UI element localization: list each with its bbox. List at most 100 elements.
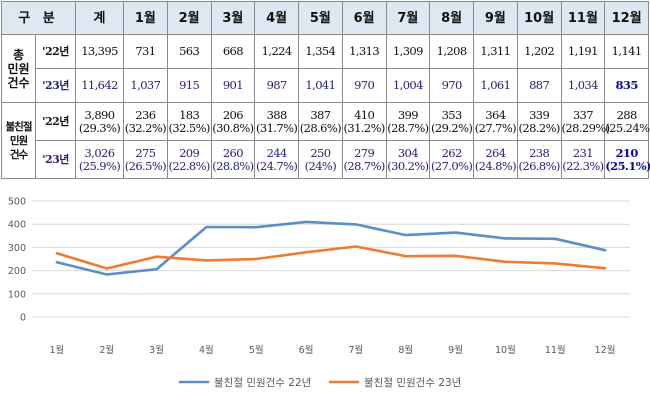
cell: 1,202 [516,34,562,69]
x-tick-label: 4월 [199,344,214,356]
legend-label: 불친절 민원건수 22년 [214,376,311,389]
data-point [404,234,407,236]
data-point [205,259,208,262]
cell: 970 [429,68,475,103]
cell: 563 [166,34,212,69]
y-tick-label: 400 [8,220,26,231]
cell: 987 [254,68,300,103]
data-point [454,231,457,234]
header-category: 구 분 [0,1,77,35]
cell: 1,037 [123,68,168,103]
x-tick-label: 9월 [448,344,463,356]
data-point [404,255,407,258]
data-point [155,268,158,271]
data-point [504,237,507,240]
x-tick-label: 5월 [249,344,264,356]
cell: 887 [516,68,562,103]
complaints-table: 구 분 계 1월 2월 3월 4월 5월 6월 7월 8월 9월 10월 11월… [0,1,650,179]
x-tick-label: 1월 [50,344,65,356]
header-month: 9월 [473,1,518,35]
cell: 731 [123,34,168,69]
header-month: 7월 [385,1,431,35]
header-month: 5월 [298,1,343,35]
series-line-1 [55,220,607,276]
cell: 387 (28.6%) [298,102,343,141]
cell: 1,208 [429,34,475,69]
cell: 1,034 [560,68,606,103]
data-point [554,238,557,240]
year-label: '23년 [34,140,77,179]
data-point [205,226,208,228]
header-total: 계 [75,1,125,35]
cell: 1,354 [298,34,343,69]
data-point [355,245,357,248]
cell: 835 [604,68,650,103]
cell: 244 (24.7%) [254,140,300,179]
x-tick-label: 8월 [398,344,413,356]
cell: 388 (31.7%) [254,102,300,141]
cell: 399 (28.7%) [385,102,431,141]
data-point [504,260,507,263]
header-month: 12월 [604,1,650,35]
y-tick-label: 300 [8,243,26,254]
data-point [454,254,457,257]
cell: 1,311 [473,34,518,69]
cell: 206 (30.8%) [210,102,256,141]
legend-label: 불친절 민원건수 23년 [364,376,461,389]
unkind-22-row: 불친절 민원 건수 '22년 3,890 (29.3%) 236 (32.2%) 183… [1,102,650,179]
cell-total: 3,890 (29.3%) [75,102,125,141]
header-month: 8월 [429,1,475,35]
cell: 238 (26.8%) [516,140,562,179]
table-header-row: 구 분 계 1월 2월 3월 4월 5월 6월 7월 8월 9월 10월 11월… [0,1,650,35]
cell: 210 (25.1%) [604,140,650,179]
unkind-complaints-label: 불친절 민원 건수 [1,102,36,179]
header-month: 3월 [210,1,256,35]
cell: 339 (28.2%) [516,102,562,141]
x-tick-label: 7월 [349,344,364,356]
header-month: 2월 [166,1,212,35]
y-tick-label: 0 [20,313,26,324]
cell-total: 13,395 [75,34,125,69]
data-point [105,267,108,270]
cell: 250 (24%) [298,140,343,179]
x-tick-label: 6월 [299,344,314,356]
data-point [255,226,258,229]
data-point [355,223,357,226]
header-month: 4월 [254,1,300,35]
header-month: 1월 [123,1,168,35]
x-tick-label: 11월 [545,344,566,356]
cell: 901 [210,68,256,103]
x-tick-label: 10월 [495,344,516,356]
header-month: 10월 [516,1,562,35]
data-point [155,255,158,258]
x-tick-label: 12월 [595,344,616,356]
cell: 183 (32.5%) [166,102,212,141]
data-point [305,221,307,223]
cell: 275 (26.5%) [123,140,168,179]
header-month: 11월 [560,1,606,35]
cell-total: 3,026 (25.9%) [75,140,125,179]
data-point [56,252,58,254]
cell: 262 (27.0%) [429,140,475,179]
unkind-23-row: '23년 3,026 (25.9%) 275 (26.5%) 209 (22.8%) 260… [2,140,650,179]
series-line-2 [55,245,607,270]
cell: 915 [166,68,212,103]
total-22-row: 총 민원 건수 '22년 13,395 731 563 668 1,224 1,… [1,34,650,103]
x-tick-label: 2월 [99,344,114,356]
cell: 337 (28.29%) [560,102,610,141]
cell: 1,224 [254,34,300,69]
data-point [56,261,58,264]
data-point [255,258,258,260]
y-tick-label: 100 [8,289,26,300]
cell: 236 (32.2%) [123,102,168,141]
cell: 1,004 [385,68,431,103]
year-label: '22년 [34,102,77,141]
cell: 260 (28.8%) [210,140,256,179]
cell: 1,061 [473,68,518,103]
total-complaints-label: 총 민원 건수 [1,34,36,103]
y-tick-label: 500 [8,197,26,208]
cell: 1,141 [604,34,650,69]
data-point [105,273,108,276]
cell: 288 (25.24%) [604,102,650,141]
cell-total: 11,642 [75,68,125,103]
